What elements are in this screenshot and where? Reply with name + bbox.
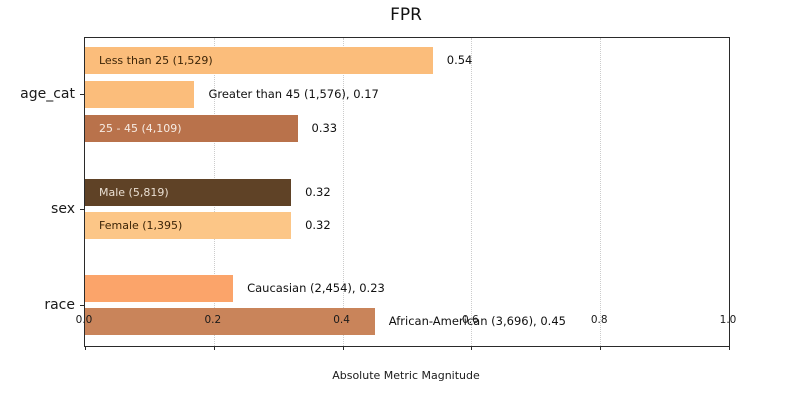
bar-less-than-25-1-529: Less than 25 (1,529)	[85, 46, 433, 74]
gridline	[600, 38, 602, 346]
y-tick-mark	[80, 94, 85, 95]
bar-value-label: 0.32	[305, 184, 331, 199]
x-tick-label: 0.8	[590, 314, 608, 326]
x-tick-label: 1.0	[719, 314, 737, 326]
x-tick-label: 0.6	[462, 314, 479, 326]
bar-label: Female (1,395)	[99, 219, 183, 232]
bar-value-label: 0.54	[446, 52, 473, 67]
x-tick-mark	[729, 346, 730, 350]
y-axis-group-label-race: race	[44, 296, 75, 313]
bar-greater-than-45-1-576	[85, 80, 195, 108]
x-tick-label: 0.2	[204, 314, 222, 326]
x-tick-label: 0.0	[75, 314, 93, 326]
bar-label-with-value: African-American (3,696), 0.45	[388, 314, 566, 328]
x-tick-mark	[85, 346, 86, 350]
bar-male-5-819: Male (5,819)	[85, 178, 292, 206]
x-tick-mark	[213, 346, 215, 350]
bar-label: Less than 25 (1,529)	[99, 53, 213, 67]
y-tick-mark	[80, 304, 85, 306]
bar-african-american-3-696	[85, 308, 375, 335]
y-axis-group-label-sex: sex	[51, 200, 75, 217]
bar-value-label: 0.32	[305, 218, 331, 232]
bar-value-label: 0.33	[311, 120, 338, 135]
bar-female-1-395: Female (1,395)	[85, 212, 292, 239]
gridline	[471, 38, 473, 346]
x-tick-mark	[342, 346, 344, 350]
bar-label: 25 - 45 (4,109)	[99, 121, 182, 135]
y-tick-mark	[80, 208, 85, 210]
x-axis-label: Absolute Metric Magnitude	[332, 369, 480, 382]
x-tick-label: 0.4	[333, 314, 350, 326]
x-tick-mark	[471, 346, 473, 350]
bar-label-with-value: Greater than 45 (1,576), 0.17	[208, 86, 379, 101]
plot-area: age_cat Less than 25 (1,529) 0.54 Greater t…	[20, 37, 730, 350]
bar-25-45-4-109: 25 - 45 (4,109)	[85, 114, 298, 142]
bar-caucasian-2-454	[85, 274, 234, 302]
x-tick-mark	[600, 346, 602, 350]
chart-title: FPR	[390, 5, 422, 25]
y-axis-group-label-age-cat: age_cat	[20, 86, 75, 102]
gridline	[342, 38, 344, 346]
bar-label-with-value: Caucasian (2,454), 0.23	[247, 280, 385, 295]
bar-label: Male (5,819)	[99, 185, 169, 199]
